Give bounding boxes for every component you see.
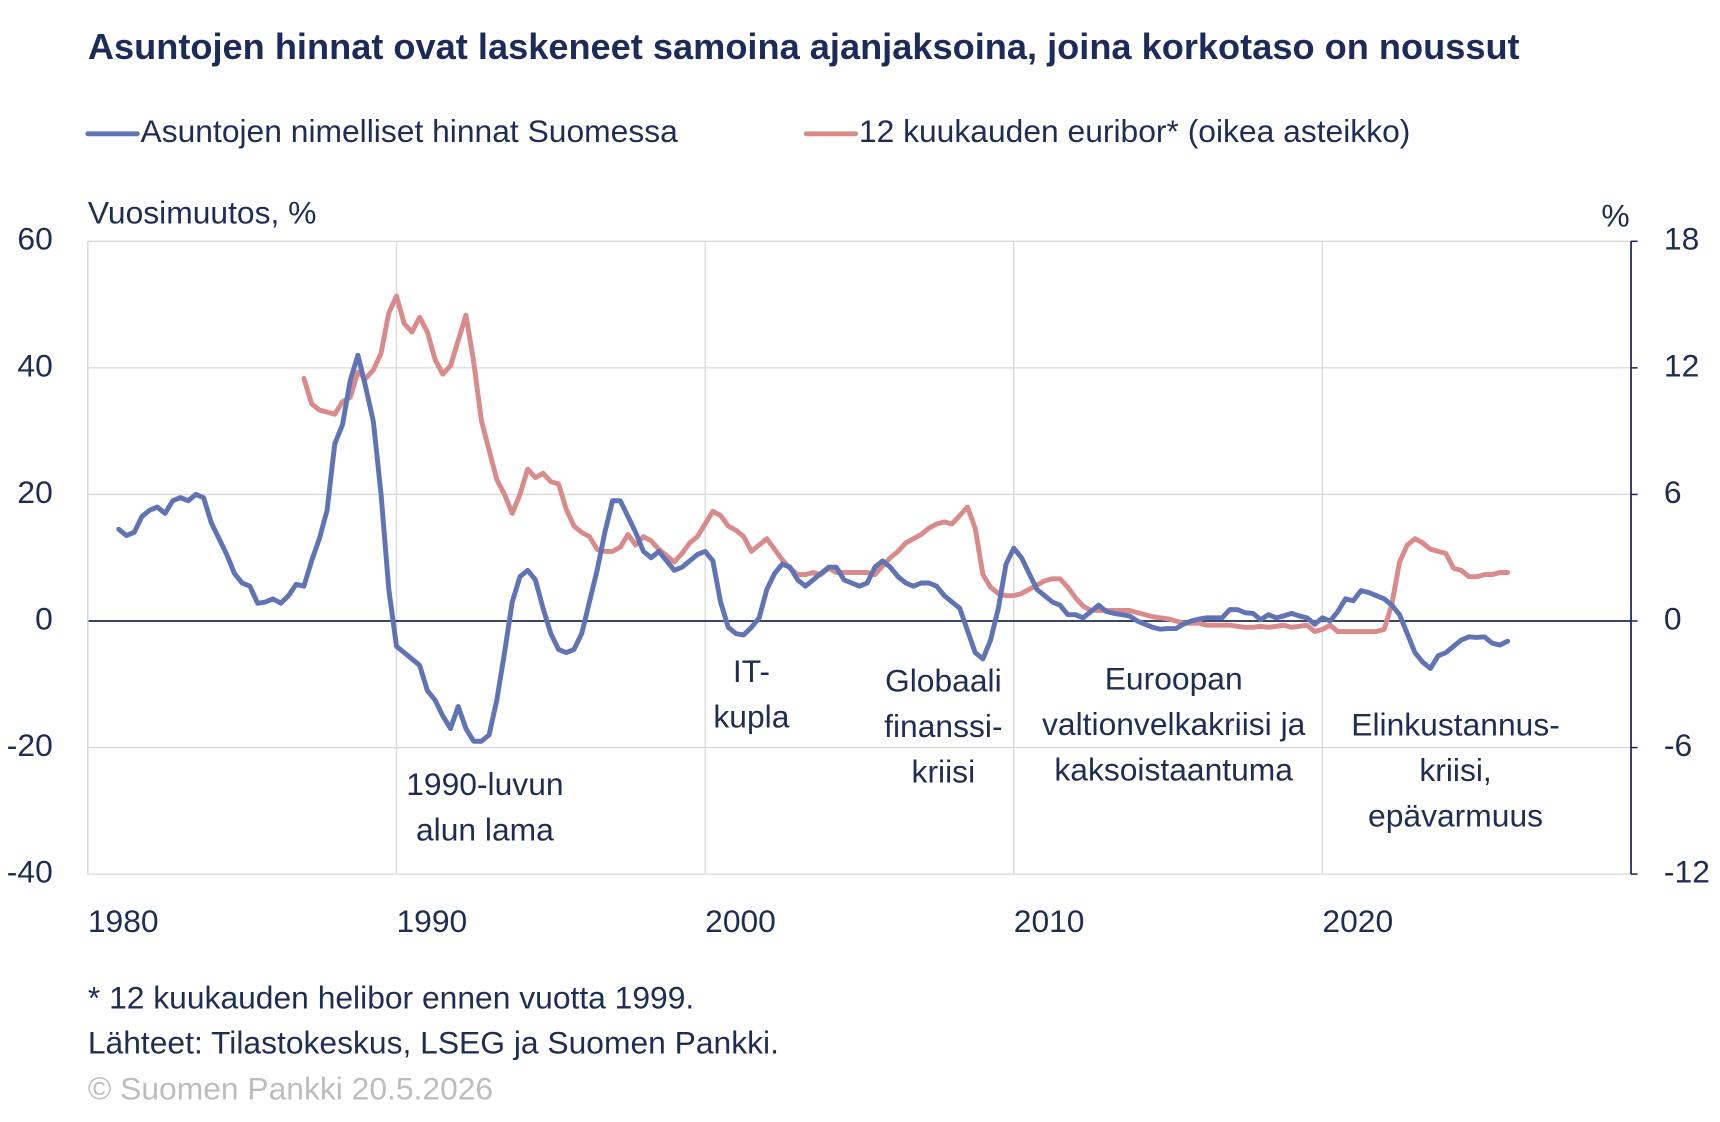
y-tick-label: 60 xyxy=(17,221,52,257)
x-tick-label: 2010 xyxy=(1014,903,1085,939)
x-tick-label: 2020 xyxy=(1322,903,1393,939)
annotation: kupla xyxy=(713,698,789,734)
data-line xyxy=(301,293,1511,635)
y-axis-label: Vuosimuutos, % xyxy=(88,194,317,230)
y2-tick-label: 18 xyxy=(1664,221,1699,257)
y-tick-label: 40 xyxy=(17,347,52,383)
y2-tick-label: -12 xyxy=(1664,854,1710,890)
annotation: Euroopan xyxy=(1105,661,1243,697)
x-tick-label: 1990 xyxy=(397,903,468,939)
footnote: * 12 kuukauden helibor ennen vuotta 1999… xyxy=(88,980,694,1016)
y-tick-label: -20 xyxy=(7,727,53,763)
y-tick-label: 20 xyxy=(17,474,52,510)
annotation: valtionvelkakriisi ja xyxy=(1042,706,1306,742)
annotation: Elinkustannus- xyxy=(1351,707,1560,743)
annotation: finanssi- xyxy=(884,708,1002,744)
chart-title: Asuntojen hinnat ovat laskeneet samoina … xyxy=(88,26,1520,67)
y2-tick-label: 6 xyxy=(1664,474,1682,510)
legend-label: 12 kuukauden euribor* (oikea asteikko) xyxy=(859,113,1410,149)
annotation: IT- xyxy=(733,653,770,689)
y2-axis-label: % xyxy=(1601,198,1629,234)
legend-label: Asuntojen nimelliset hinnat Suomessa xyxy=(141,113,679,149)
y2-tick-label: 12 xyxy=(1664,347,1699,383)
annotation: Globaali xyxy=(885,663,1002,699)
y-tick-label: -40 xyxy=(7,854,53,890)
x-tick-label: 1980 xyxy=(88,903,159,939)
copyright: © Suomen Pankki 20.5.2026 xyxy=(88,1071,493,1107)
source-note: Lähteet: Tilastokeskus, LSEG ja Suomen P… xyxy=(88,1025,779,1061)
annotation: kriisi xyxy=(912,754,976,790)
data-line xyxy=(116,352,1511,744)
annotation: epävarmuus xyxy=(1368,798,1543,834)
annotation: alun lama xyxy=(416,811,554,847)
annotation: kriisi, xyxy=(1419,752,1491,788)
annotation: 1990-luvun xyxy=(406,766,563,802)
x-tick-label: 2000 xyxy=(705,903,776,939)
y2-tick-label: -6 xyxy=(1664,727,1692,763)
y2-tick-label: 0 xyxy=(1664,600,1682,636)
y-tick-label: 0 xyxy=(35,600,53,636)
annotation: kaksoistaantuma xyxy=(1054,752,1293,788)
